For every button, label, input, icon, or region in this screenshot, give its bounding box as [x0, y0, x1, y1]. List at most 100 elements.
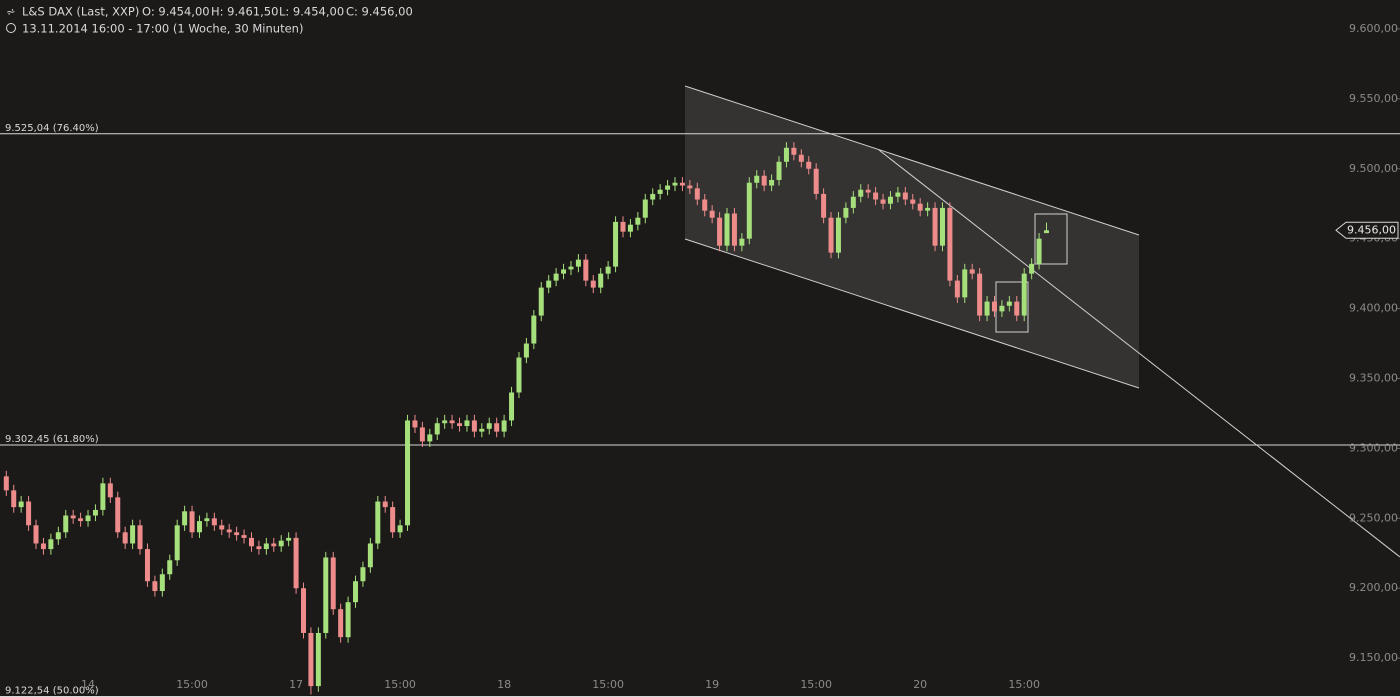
- candle-body: [211, 518, 217, 526]
- candle-body: [85, 515, 91, 522]
- candle-body: [3, 476, 9, 491]
- candle-body: [308, 632, 314, 687]
- candle-body: [717, 217, 723, 246]
- candle-body: [939, 207, 945, 246]
- clock-icon: [6, 23, 16, 33]
- candle-body: [650, 193, 656, 200]
- candle-body: [330, 557, 336, 610]
- candle-body: [241, 535, 247, 538]
- candle-body: [850, 196, 856, 208]
- candle-body: [583, 259, 589, 281]
- candle-body: [405, 420, 411, 526]
- candle-body: [620, 221, 626, 232]
- candle-body: [568, 266, 574, 270]
- candle-body: [657, 189, 663, 194]
- candle-body: [553, 273, 559, 281]
- candle-body: [204, 518, 210, 522]
- candle-body: [687, 185, 693, 189]
- candle-body: [873, 192, 879, 200]
- candle-body: [301, 588, 306, 633]
- candle-body: [984, 301, 990, 316]
- candle-body: [286, 537, 292, 541]
- candle-body: [63, 515, 69, 533]
- candle-body: [538, 287, 544, 316]
- ohlc-open: O: 9.454,00: [142, 5, 210, 19]
- candle-body: [107, 483, 113, 498]
- candle-body: [189, 511, 195, 533]
- candle-body: [100, 483, 106, 510]
- y-tick-label: 9.550,00: [1349, 92, 1398, 105]
- candle-body: [375, 501, 381, 544]
- candle-body: [724, 213, 730, 246]
- candle-body: [293, 537, 299, 589]
- ohlc-high: H: 9.461,50: [211, 5, 278, 19]
- candle-body: [672, 182, 678, 186]
- x-tick-label: 17: [289, 678, 303, 691]
- candle-body: [835, 217, 841, 253]
- candle-body: [709, 210, 715, 218]
- candle-body: [509, 392, 515, 421]
- candle-body: [144, 549, 150, 582]
- channel-upper: [684, 85, 1140, 236]
- candle-body: [969, 269, 975, 274]
- candle-body: [412, 420, 418, 428]
- period: 13.11.2014 16:00 - 17:00 (1 Woche, 30 Mi…: [22, 22, 303, 36]
- candle-body: [464, 420, 470, 427]
- candle-body: [248, 537, 254, 547]
- candle-body: [598, 273, 604, 288]
- candle-body: [731, 213, 737, 246]
- candle-body: [531, 315, 537, 344]
- candle-body: [1044, 230, 1049, 234]
- level-label: 9.122,54 (50.00%): [5, 686, 99, 697]
- y-tick-label: 9.600,00: [1349, 22, 1398, 35]
- candle-body: [182, 511, 188, 526]
- candle-body: [367, 543, 373, 568]
- candle-body: [419, 427, 425, 442]
- ohlc-low: L: 9.454,00: [279, 5, 344, 19]
- candle-body: [234, 532, 240, 536]
- x-tick-label: 15:00: [176, 678, 208, 691]
- y-tick-label: 9.200,00: [1349, 581, 1398, 594]
- candle-body: [880, 199, 886, 204]
- candle-body: [694, 188, 700, 200]
- candle-body: [947, 207, 953, 281]
- candle-body: [665, 185, 671, 190]
- ohlc-close: C: 9.456,00: [346, 5, 413, 19]
- candle-body: [590, 280, 596, 288]
- candle-body: [196, 521, 202, 533]
- candle-body: [925, 207, 931, 211]
- candle-body: [798, 154, 804, 162]
- candle-body: [115, 497, 121, 533]
- candle-body: [152, 581, 158, 592]
- candle-body: [353, 581, 359, 603]
- candle-body: [679, 182, 685, 186]
- y-tick-label: 9.300,00: [1349, 441, 1398, 454]
- candle-body: [137, 525, 143, 550]
- candle-body: [769, 179, 775, 186]
- y-tick-label: 9.350,00: [1349, 371, 1398, 384]
- candle-body: [791, 147, 797, 155]
- trend-line: [878, 149, 1400, 558]
- candle-body: [323, 557, 329, 633]
- candle-body: [613, 221, 619, 267]
- candle-body: [895, 192, 901, 197]
- candle-body: [226, 529, 232, 533]
- candle-body: [18, 501, 24, 508]
- candle-body: [479, 428, 485, 432]
- candle-body: [523, 343, 529, 358]
- candle-body: [746, 182, 752, 239]
- candle-body: [315, 632, 321, 687]
- candle-body: [991, 301, 997, 312]
- x-tick-label: 15:00: [800, 678, 832, 691]
- level-label: 9.525,04 (76.40%): [5, 123, 99, 134]
- instrument: L&S DAX (Last, XXP): [22, 5, 139, 19]
- x-tick-label: 15:00: [1008, 678, 1040, 691]
- candle-body: [494, 423, 500, 432]
- candle-body: [263, 543, 269, 550]
- candle-body: [486, 423, 492, 429]
- candle-body: [902, 192, 908, 200]
- candle-body: [739, 238, 745, 246]
- candle-body: [977, 273, 983, 316]
- y-tick-label: 9.250,00: [1349, 511, 1398, 524]
- candle-body: [910, 199, 916, 204]
